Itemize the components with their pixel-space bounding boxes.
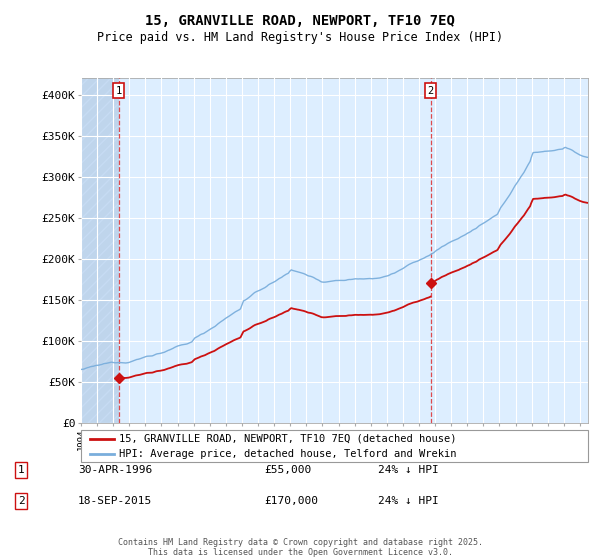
Text: 18-SEP-2015: 18-SEP-2015 bbox=[78, 496, 152, 506]
Text: £170,000: £170,000 bbox=[264, 496, 318, 506]
Text: 1: 1 bbox=[115, 86, 122, 96]
Text: 2: 2 bbox=[17, 496, 25, 506]
Text: HPI: Average price, detached house, Telford and Wrekin: HPI: Average price, detached house, Telf… bbox=[119, 449, 457, 459]
Text: 2: 2 bbox=[427, 86, 434, 96]
Text: 15, GRANVILLE ROAD, NEWPORT, TF10 7EQ (detached house): 15, GRANVILLE ROAD, NEWPORT, TF10 7EQ (d… bbox=[119, 433, 457, 444]
Text: 1: 1 bbox=[17, 465, 25, 475]
Text: 24% ↓ HPI: 24% ↓ HPI bbox=[378, 465, 439, 475]
Text: Price paid vs. HM Land Registry's House Price Index (HPI): Price paid vs. HM Land Registry's House … bbox=[97, 31, 503, 44]
Text: 30-APR-1996: 30-APR-1996 bbox=[78, 465, 152, 475]
Text: Contains HM Land Registry data © Crown copyright and database right 2025.
This d: Contains HM Land Registry data © Crown c… bbox=[118, 538, 482, 557]
Text: £55,000: £55,000 bbox=[264, 465, 311, 475]
Text: 15, GRANVILLE ROAD, NEWPORT, TF10 7EQ: 15, GRANVILLE ROAD, NEWPORT, TF10 7EQ bbox=[145, 14, 455, 28]
Bar bbox=[81, 13, 119, 423]
Text: 24% ↓ HPI: 24% ↓ HPI bbox=[378, 496, 439, 506]
